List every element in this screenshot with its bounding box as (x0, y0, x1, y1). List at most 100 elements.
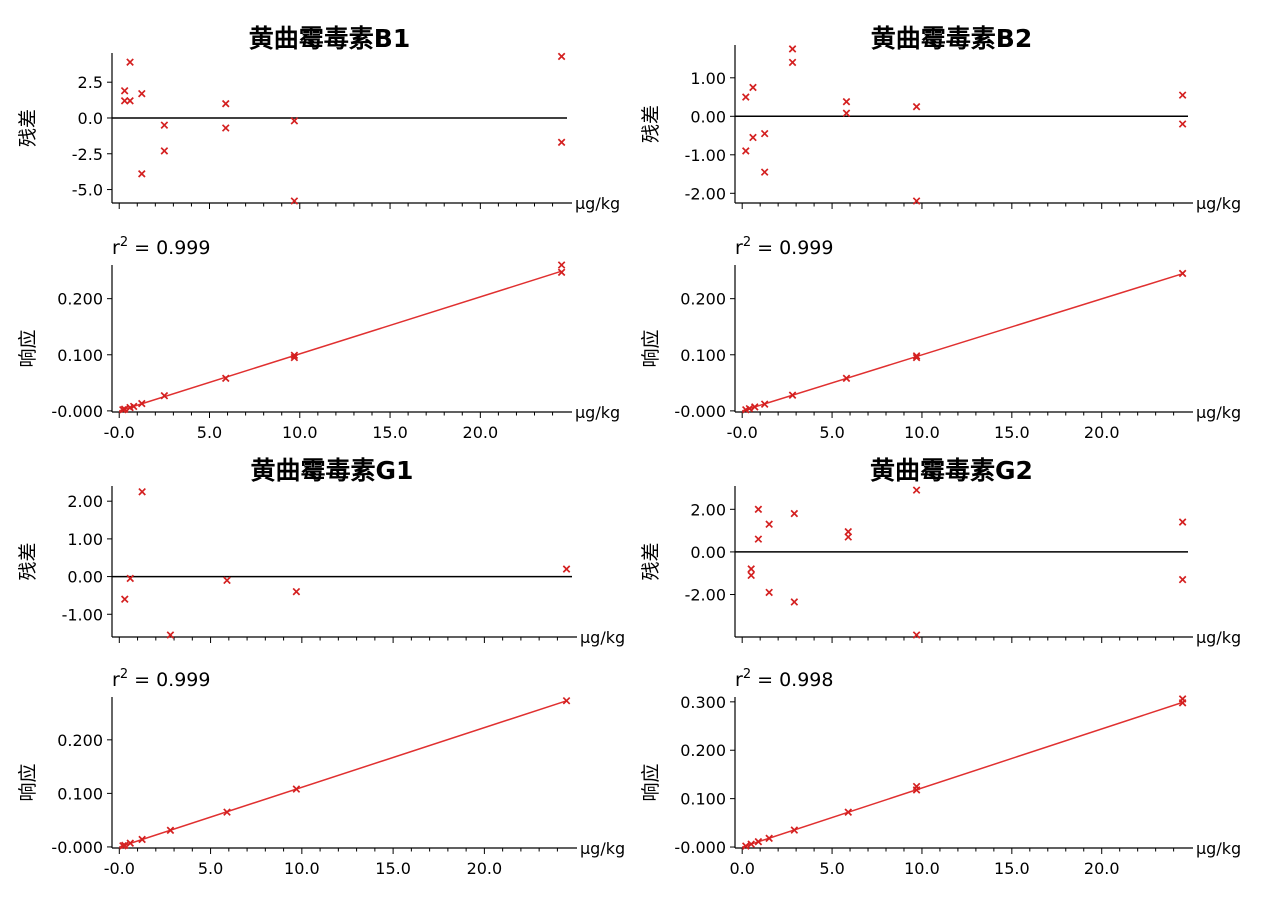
y-tick-label: 0.200 (680, 290, 726, 309)
y-tick-label: 0.00 (690, 543, 726, 562)
y-tick-label: -0.000 (674, 838, 726, 857)
calibration-plot: r2 = 0.999 0.200 0.100 -0.000-0.0 5.0 10.0 15.… (17, 235, 620, 442)
y-axis-label: 响应 (640, 329, 662, 367)
residual-point (749, 83, 757, 92)
y-axis-label: 残差 (17, 542, 39, 580)
y-tick-label: 0.200 (680, 741, 726, 760)
residual-point (120, 86, 129, 95)
y-tick-label: 0.100 (680, 346, 726, 365)
calibration-point (223, 808, 231, 816)
residual-point (912, 486, 921, 494)
x-tick-label: -0.0 (104, 859, 135, 878)
x-tick-label: 5.0 (819, 423, 844, 442)
calibration-plot: r2 = 0.999 0.200 0.100 -0.000-0.0 5.0 10.0 15.… (640, 235, 1241, 442)
residual-point (741, 147, 750, 155)
y-axis-label: 残差 (17, 109, 39, 147)
calibration-point (754, 837, 763, 846)
r-superscript: 2 (743, 667, 751, 682)
y-tick-label: -2.00 (685, 586, 726, 605)
residual-point (557, 138, 566, 147)
r-squared-value: = 0.999 (128, 237, 210, 259)
residual-point (760, 168, 769, 176)
y-tick-label: 2.00 (67, 492, 103, 511)
residual-point (747, 571, 755, 580)
residual-plot: 2.00 0.00 -2.00 残差 μg/kg (640, 486, 1241, 647)
y-tick-label: -1.00 (685, 146, 726, 165)
fit-line (741, 701, 1183, 848)
x-unit-label: μg/kg (1196, 628, 1241, 647)
residual-point (747, 565, 755, 573)
residual-point (138, 487, 146, 496)
residual-point (790, 598, 799, 606)
calibration-point (912, 353, 921, 362)
calibration-point (120, 841, 129, 850)
residual-plot: 2.5 0.0 -2.5 -5.0 残差 μg/kg (17, 52, 620, 213)
y-tick-label: 0.100 (680, 790, 726, 809)
calibration-point (912, 352, 921, 360)
calibration-point (129, 402, 138, 411)
r-superscript: 2 (120, 235, 128, 250)
y-tick-label: 0.00 (67, 568, 103, 587)
y-tick-label: 2.5 (78, 73, 103, 92)
y-tick-label: 0.100 (57, 784, 103, 803)
x-unit-label: μg/kg (1196, 194, 1241, 213)
calibration-point (292, 785, 301, 793)
calibration-point (745, 404, 754, 413)
y-tick-label: -0.000 (51, 402, 103, 421)
y-tick-label: -5.0 (72, 181, 103, 200)
residual-point (912, 102, 921, 111)
y-tick-label: 0.0 (78, 109, 103, 128)
residual-point (137, 170, 146, 178)
chart-title: 黄曲霉毒素G2 (870, 456, 1033, 485)
calibration-point (166, 826, 175, 835)
x-tick-label: 20.0 (1084, 859, 1120, 878)
residual-point (126, 97, 134, 105)
r-squared-label: r2 = 0.999 (112, 667, 211, 691)
y-tick-label: 0.00 (690, 107, 726, 126)
residual-point (557, 52, 566, 61)
residual-point (221, 99, 230, 108)
calibration-point (160, 391, 169, 400)
r-squared-label: r2 = 0.998 (735, 667, 834, 691)
calibration-point (765, 834, 773, 843)
residual-point (221, 124, 230, 132)
residual-point (290, 197, 299, 205)
calibration-point (126, 839, 135, 847)
x-tick-label: 10.0 (284, 859, 320, 878)
x-tick-label: -0.0 (104, 423, 135, 442)
calibration-plot: r2 = 0.999 0.200 0.100 -0.000-0.0 5.0 10.0 15.… (17, 667, 625, 878)
residual-point (120, 595, 129, 603)
r-symbol: r (735, 237, 743, 259)
fit-line (118, 270, 562, 412)
x-tick-label: 15.0 (375, 859, 411, 878)
calibration-point (842, 374, 851, 383)
calibration-point (557, 261, 566, 269)
calibration-point (790, 826, 799, 834)
residual-point (292, 587, 301, 596)
residual-point (1178, 120, 1187, 128)
x-unit-label: μg/kg (580, 839, 625, 858)
chart-title: 黄曲霉毒素G1 (251, 456, 414, 485)
r-symbol: r (112, 669, 120, 691)
residual-point (1178, 575, 1187, 584)
calibration-point (760, 400, 769, 408)
residual-point (788, 45, 797, 53)
residual-point (160, 147, 169, 155)
residual-plot: 1.00 0.00 -1.00 -2.00 残差 μg/kg (640, 45, 1241, 213)
y-axis-label: 响应 (17, 329, 39, 367)
residual-point (1178, 518, 1187, 526)
x-tick-label: 10.0 (904, 423, 940, 442)
calibration-point (290, 351, 299, 360)
y-tick-label: 0.100 (57, 346, 103, 365)
residual-point (137, 89, 146, 98)
residual-point (562, 565, 571, 573)
residual-plot: 2.00 1.00 0.00 -1.00 残差 μg/kg (17, 486, 625, 647)
x-tick-label: 5.0 (819, 859, 844, 878)
calibration-point (1178, 269, 1187, 278)
calibration-point (119, 405, 127, 414)
x-tick-label: 0.0 (729, 859, 754, 878)
x-tick-label: 5.0 (197, 423, 222, 442)
residual-point (842, 109, 851, 118)
fit-line (741, 272, 1183, 412)
